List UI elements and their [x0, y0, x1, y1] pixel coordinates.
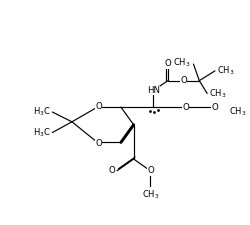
Text: O: O [95, 139, 101, 148]
Text: O: O [211, 103, 218, 112]
Text: CH$_3$: CH$_3$ [228, 106, 245, 118]
Text: O: O [164, 59, 171, 68]
Text: O: O [108, 166, 114, 175]
Text: CH$_3$: CH$_3$ [216, 65, 234, 77]
Text: CH$_3$: CH$_3$ [208, 87, 226, 100]
Text: O: O [147, 166, 154, 175]
Text: CH$_3$: CH$_3$ [141, 188, 158, 201]
Text: HN: HN [146, 86, 159, 95]
Text: H$_3$C: H$_3$C [32, 126, 50, 139]
Text: O: O [95, 102, 101, 111]
Text: H$_3$C: H$_3$C [32, 106, 50, 118]
Text: O: O [180, 76, 186, 85]
Text: O: O [182, 103, 188, 112]
Text: CH$_3$: CH$_3$ [172, 57, 190, 69]
